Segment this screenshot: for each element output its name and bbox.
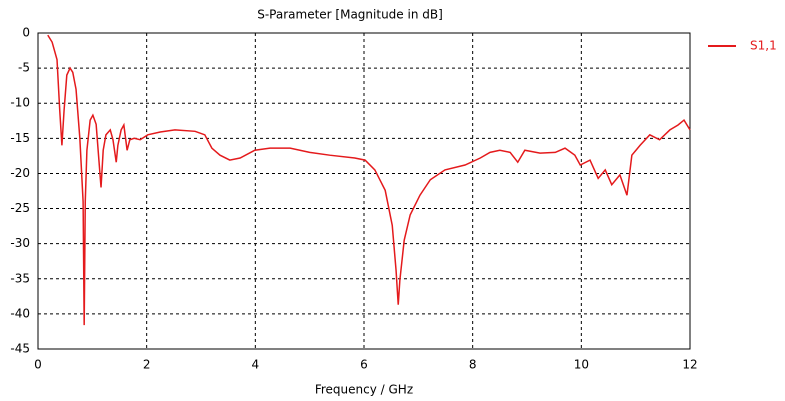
y-tick-label: -35 [10, 271, 30, 285]
y-tick-label: -20 [10, 166, 30, 180]
y-tick-label: -10 [10, 96, 30, 110]
x-tick-label: 4 [252, 358, 260, 372]
y-tick-label: -40 [10, 306, 30, 320]
x-tick-label: 6 [360, 358, 368, 372]
chart-title: S-Parameter [Magnitude in dB] [257, 8, 443, 22]
y-tick-label: -5 [18, 61, 30, 75]
y-tick-label: -45 [10, 342, 30, 356]
legend-label: S1,1 [750, 39, 777, 53]
x-tick-label: 0 [34, 358, 42, 372]
x-axis-label: Frequency / GHz [315, 383, 413, 397]
y-tick-label: -15 [10, 131, 30, 145]
series-line [47, 34, 691, 326]
plot-frame [37, 32, 691, 350]
y-tick-label: 0 [22, 26, 30, 40]
x-tick-label: 10 [574, 358, 589, 372]
x-tick-label: 8 [469, 358, 477, 372]
y-tick-label: -30 [10, 236, 30, 250]
x-tick-label: 12 [682, 358, 697, 372]
x-tick-label: 2 [143, 358, 151, 372]
y-tick-label: -25 [10, 201, 30, 215]
